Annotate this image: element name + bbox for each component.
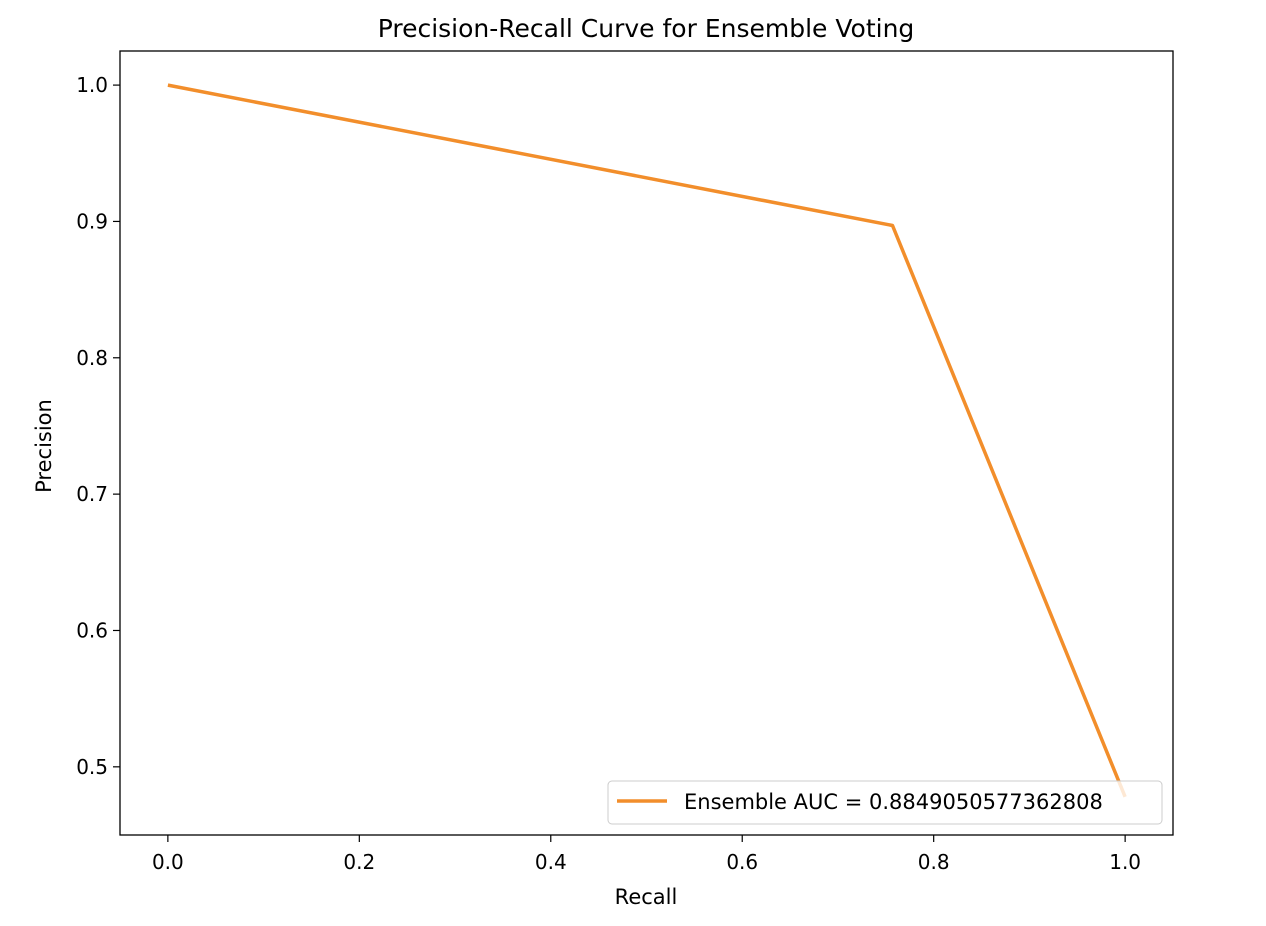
plot-area: 0.0 0.2 0.4 0.6 0.8 1.0 0.5 0.6 0.7 0.8 0.9 1.0 xyxy=(76,50,1174,874)
plot-frame xyxy=(119,50,1174,836)
y-tick-label: 1.0 xyxy=(76,73,108,97)
y-tick-label: 0.8 xyxy=(76,346,108,370)
x-tick-label: 0.6 xyxy=(726,850,758,874)
y-tick-label: 0.6 xyxy=(76,618,108,642)
series-layer xyxy=(167,83,1127,798)
x-axis-label: Recall xyxy=(615,885,678,909)
x-axis: 0.0 0.2 0.4 0.6 0.8 1.0 xyxy=(152,835,1141,874)
x-tick-label: 0.2 xyxy=(343,850,375,874)
legend-label: Ensemble AUC = 0.8849050577362808 xyxy=(684,790,1103,814)
legend-box xyxy=(607,780,1163,825)
chart-title: Precision-Recall Curve for Ensemble Voti… xyxy=(378,14,915,43)
series-line xyxy=(167,83,1127,798)
y-tick-label: 0.7 xyxy=(76,482,108,506)
x-tick-label: 0.4 xyxy=(535,850,567,874)
y-axis: 0.5 0.6 0.7 0.8 0.9 1.0 xyxy=(76,73,120,779)
x-tick-label: 0.0 xyxy=(152,850,184,874)
y-tick-label: 0.9 xyxy=(76,209,108,233)
y-axis-label: Precision xyxy=(32,399,56,493)
legend: Ensemble AUC = 0.8849050577362808 xyxy=(607,780,1163,825)
x-tick-label: 0.8 xyxy=(918,850,950,874)
y-tick-label: 0.5 xyxy=(76,755,108,779)
x-tick-label: 1.0 xyxy=(1109,850,1141,874)
